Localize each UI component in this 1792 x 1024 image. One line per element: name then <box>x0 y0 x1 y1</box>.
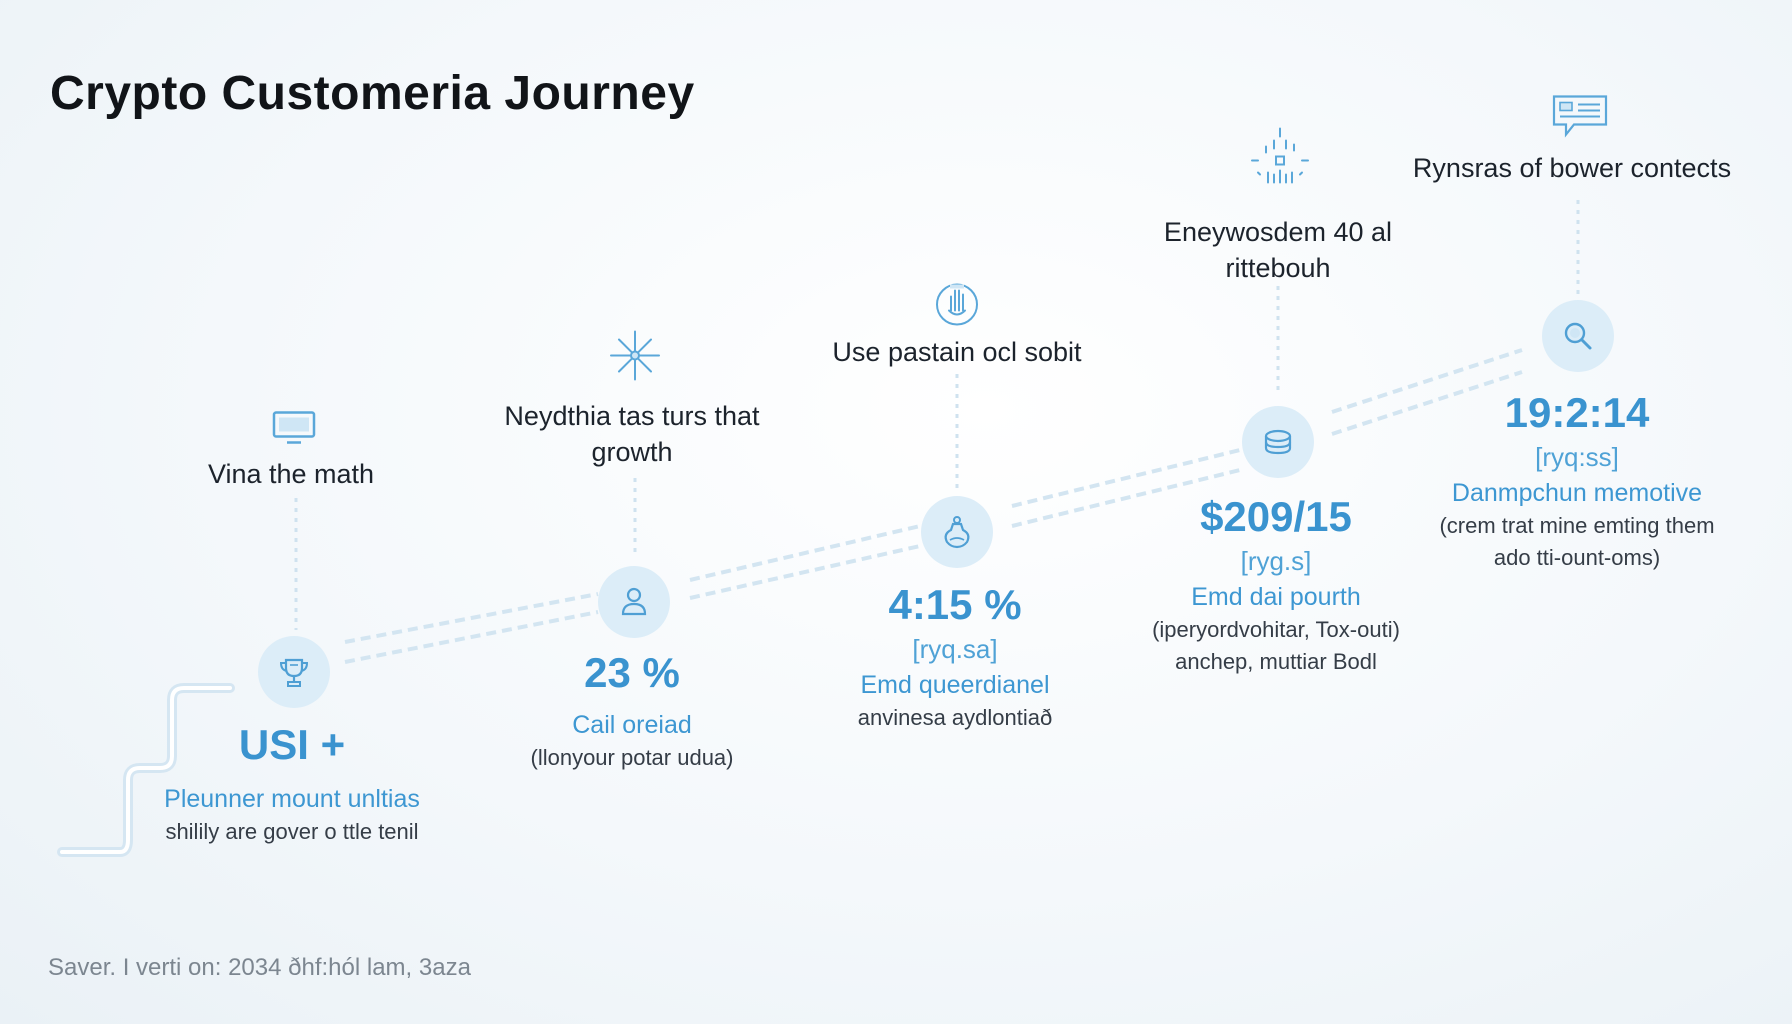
stage-1-value: USI + <box>238 721 346 768</box>
stage-5-desc: (crem trat mine emting them ado tti-ount… <box>1439 513 1715 570</box>
stage-3-metric: 4:15 % [ryq.sa] Emd queerdianel anvinesa… <box>858 580 1052 734</box>
stage-1-desc: shilily are gover o ttle tenil <box>165 819 419 844</box>
stage-2-desc: (llonyour potar udua) <box>530 745 734 770</box>
connector-4-5 <box>1331 348 1523 436</box>
stage-1-metric: USI + Pleunner mount unltias shilily are… <box>164 720 420 848</box>
connector-1-2 <box>344 592 599 664</box>
stage-2-metric-label: Cail oreiad <box>572 711 692 739</box>
stage-5-value: 19:2:14 <box>1504 389 1650 436</box>
stage-4-desc: (iperyordvohitar, Tox-outi) anchep, mutt… <box>1152 617 1400 674</box>
stage-3-label: Use pastain ocl sobit <box>832 337 1082 367</box>
stage-1-label: Vina the math <box>207 459 375 489</box>
trophy-icon <box>279 658 309 687</box>
stage-4-metric-label: Emd dai pourth <box>1191 583 1361 611</box>
hand-icon <box>933 279 981 334</box>
stage-3-value: 4:15 % <box>888 581 1022 628</box>
stage-3-metric-label: Emd queerdianel <box>860 671 1050 699</box>
search-icon <box>1564 322 1592 350</box>
page-title: Crypto Customeria Journey <box>50 67 695 120</box>
stage-4-metric: $209/15 [ryg.s] Emd dai pourth (iperyord… <box>1152 492 1400 678</box>
stage-2-metric: 23 % Cail oreiad (llonyour potar udua) <box>530 648 733 774</box>
stage-2-node <box>598 566 670 638</box>
connector-2-3 <box>689 524 921 600</box>
stage-1-metric-label: Pleunner mount unltias <box>164 785 420 813</box>
stage-4-value: $209/15 <box>1200 493 1352 540</box>
network-icon <box>1240 127 1320 202</box>
stage-5-label: Rynsras of bower contects <box>1412 153 1732 183</box>
stage-5-metric: 19:2:14 [ryq:ss] Danmpchun memotive (cre… <box>1439 388 1714 574</box>
stage-4-label: Eneywosdem 40 al rittebouh <box>1163 217 1393 283</box>
footer-version-text: Saver. I verti on: 2034 ðhf:hól lam, 3az… <box>48 954 471 981</box>
sparkle-icon <box>607 328 663 389</box>
stage-5-metric-label: Danmpchun memotive <box>1451 479 1703 507</box>
stage-5-node <box>1542 300 1614 372</box>
coin-stack-icon <box>1264 429 1292 455</box>
chat-card-icon <box>1550 93 1610 144</box>
stage-2-value: 23 % <box>584 649 680 696</box>
connector-3-4 <box>1011 448 1241 528</box>
stage-3-node <box>921 496 993 568</box>
stage-3-unit: [ryq.sa] <box>912 634 998 664</box>
stage-4-node <box>1242 406 1314 478</box>
stage-4-unit: [ryg.s] <box>1240 546 1312 576</box>
stage-5-unit: [ryq:ss] <box>1535 442 1619 472</box>
monitor-icon <box>271 410 317 451</box>
stage-1-node <box>258 636 330 708</box>
stage-2-label: Neydthia tas turs that growth <box>504 401 760 467</box>
stage-3-desc: anvinesa aydlontiað <box>857 705 1053 730</box>
flask-icon <box>944 516 970 549</box>
user-icon <box>621 587 647 616</box>
